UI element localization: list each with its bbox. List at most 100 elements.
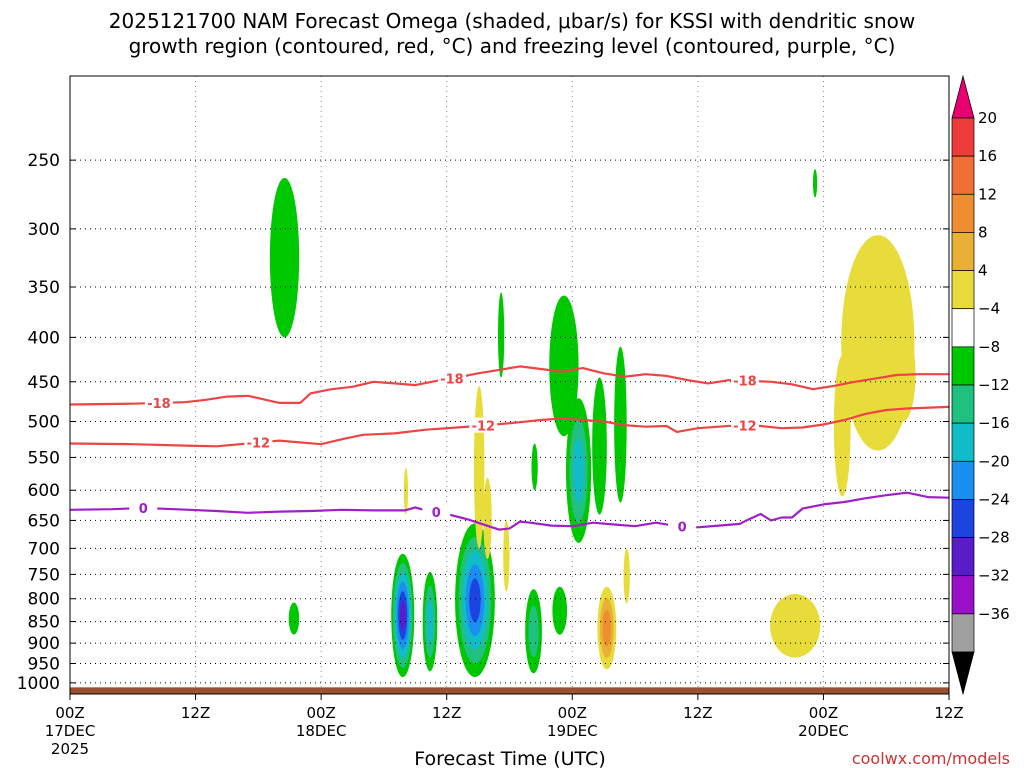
colorbar-label-3: 8 [978,223,988,241]
colorbar-label-5: −4 [978,300,1000,318]
x-tick-label-5-1: 12Z [683,704,712,722]
omega-blob-9-level-5 [399,600,406,631]
omega-blob-15-level-0 [833,355,851,497]
x-tick-label-4-1: 00Z [558,704,587,722]
colorbar-segment-3 [951,232,975,271]
colorbar-segment-4 [951,270,975,310]
omega-blob-17-level-0 [770,593,821,658]
contour-label-bg--18-2 [730,372,759,388]
credit-text: coolwx.com/models [852,749,1010,768]
omega-blob-10-level-2 [426,599,434,644]
colorbar-label-1: 16 [978,147,997,165]
x-tick-label-3-1: 12Z [432,704,461,722]
contour-label-bg-0-2 [668,518,697,534]
x-tick-label-6-2: 20DEC [798,722,849,740]
y-tick-label-700: 700 [28,539,60,559]
y-tick-label-500: 500 [28,412,60,432]
colorbar-segment-9 [951,460,975,500]
colorbar-label-4: 4 [978,262,988,280]
y-tick-label-300: 300 [28,220,60,240]
y-tick-label-850: 850 [28,613,60,633]
x-tick-label-0-2: 17DEC [45,722,96,740]
y-tick-label-400: 400 [28,328,60,348]
colorbar-segment-13 [951,613,975,653]
colorbar-segment-8 [951,422,975,462]
contour-label--12-1: -12 [472,420,496,435]
colorbar-segment-12 [951,575,975,615]
colorbar-label-10: −24 [978,490,1010,508]
contour-label--18-1: -18 [440,372,464,387]
x-tick-label-6-1: 00Z [809,704,838,722]
colorbar-segment-6 [951,346,975,386]
x-tick-label-7-1: 12Z [934,704,963,722]
omega-blob-0-level-0 [269,177,300,338]
y-tick-label-650: 650 [28,511,60,531]
omega-shading [269,169,916,678]
y-tick-label-550: 550 [28,448,60,468]
y-tick-label-900: 900 [28,634,60,654]
colorbar-segment-10 [951,499,975,538]
y-tick-label-1000: 1000 [17,674,60,694]
contour-label-0-2: 0 [678,520,687,535]
colorbar-bottom-arrow [951,651,975,696]
contour-label--12-2: -12 [733,419,757,434]
omega-blob-8-level-0 [288,602,300,635]
contour-line--18 [70,365,949,406]
colorbar-segment-7 [951,384,975,424]
contour-line-0 [70,491,949,531]
contour-label-bg--12-2 [730,417,759,433]
contour-line--12 [70,405,949,448]
omega-blob-7-level-0 [531,443,538,491]
contour-label--18-0: -18 [147,397,171,412]
contour-label-bg--18-1 [437,370,466,386]
omega-blob-2-level-0 [497,292,505,378]
colorbar-label-9: −20 [978,452,1010,470]
omega-blob-21-level-0 [403,467,408,515]
y-tick-label-350: 350 [28,278,60,298]
y-tick-label-600: 600 [28,481,60,501]
terrain [70,687,949,694]
omega-blob-12-level-1 [528,605,539,658]
omega-blob-19-level-0 [483,477,492,559]
colorbar-label-12: −32 [978,567,1010,585]
colorbar-label-0: 20 [978,109,997,127]
omega-blob-4-level-2 [572,438,585,503]
colorbar-label-8: −16 [978,414,1010,432]
colorbar-label-6: −8 [978,338,1000,356]
terrain-band [70,687,949,694]
x-tick-label-2-2: 18DEC [296,722,347,740]
contour-label--18-2: -18 [733,375,757,390]
colorbar-label-13: −36 [978,605,1010,623]
colorbar-segment-5 [951,308,975,348]
x-tick-label-0-1: 00Z [55,704,84,722]
x-tick-label-2-1: 00Z [306,704,335,722]
omega-blob-1-level-0 [812,169,818,198]
x-tick-label-0-3: 2025 [51,740,89,758]
omega-blob-3-level-0 [549,295,579,437]
x-axis-title: Forecast Time (UTC) [414,748,605,768]
y-tick-label-450: 450 [28,373,60,393]
plot-frame [69,75,950,695]
x-tick-label-1-1: 12Z [181,704,210,722]
omega-blob-22-level-2 [602,609,612,647]
contour-label-bg--12-0 [244,434,273,450]
omega-blob-13-level-0 [552,586,568,635]
y-tick-label-750: 750 [28,565,60,585]
contour-label-bg--18-0 [144,394,173,410]
colorbar-segment-1 [951,155,975,195]
colorbar: 20 16 12 8 4 −4 −8 −12 −16 −20 −24 −28 −32 −36 [951,74,1010,696]
contour-label-bg-0-0 [129,500,158,516]
grid [70,76,949,694]
colorbar-segment-11 [951,537,975,577]
contour-label--12-0: -12 [247,437,271,452]
contour-label-0-1: 0 [432,506,441,521]
colorbar-segment-2 [951,193,975,233]
y-tick-label-250: 250 [28,151,60,171]
colorbar-label-7: −12 [978,376,1010,394]
colorbar-label-11: −28 [978,529,1010,547]
chart-title-line1: 2025121700 NAM Forecast Omega (shaded, μ… [109,9,915,33]
y-tick-label-800: 800 [28,590,60,610]
y-tick-label-950: 950 [28,655,60,675]
